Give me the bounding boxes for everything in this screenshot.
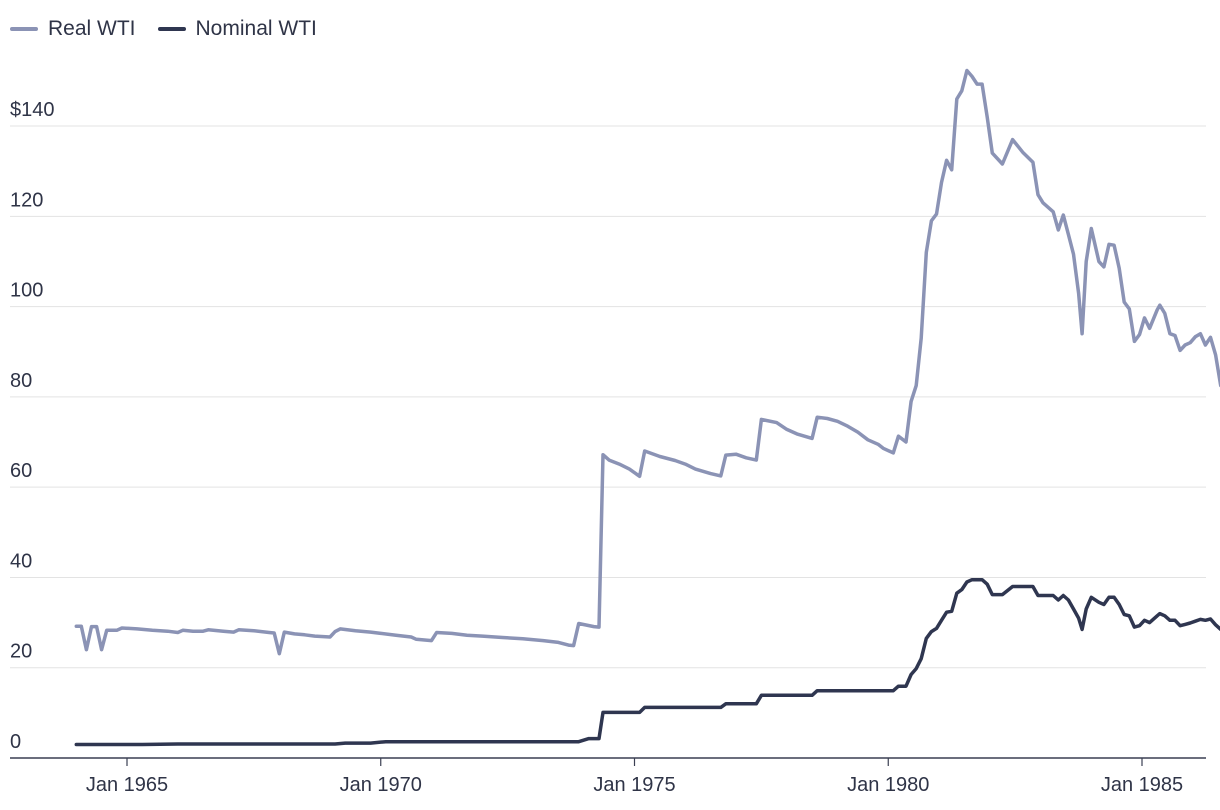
legend: Real WTI Nominal WTI xyxy=(10,17,317,41)
y-tick-label-0: 0 xyxy=(10,731,21,753)
legend-item-real-wti[interactable]: Real WTI xyxy=(10,17,136,41)
x-tick-label-1980: Jan 1980 xyxy=(847,774,929,796)
gridlines xyxy=(10,125,1206,759)
series-line-real-wti xyxy=(74,68,1220,656)
y-tick-label-140: $140 xyxy=(10,99,55,121)
series-line-nominal-wti xyxy=(74,577,1220,747)
y-axis-labels: 0 20 40 60 80 100 120 $140 xyxy=(10,99,55,753)
x-axis-labels: Jan 1965 Jan 1970 Jan 1975 Jan 1980 Jan 1985 xyxy=(86,758,1183,796)
y-tick-label-40: 40 xyxy=(10,550,32,572)
series-lines xyxy=(74,68,1220,747)
legend-label-nominal-wti: Nominal WTI xyxy=(195,17,317,40)
y-tick-label-80: 80 xyxy=(10,370,32,392)
legend-swatch-nominal-wti xyxy=(157,27,186,31)
y-tick-label-120: 120 xyxy=(10,189,43,211)
x-tick-label-1965: Jan 1965 xyxy=(86,774,168,796)
x-tick-label-1985: Jan 1985 xyxy=(1101,774,1183,796)
legend-item-nominal-wti[interactable]: Nominal WTI xyxy=(157,17,317,41)
y-tick-label-100: 100 xyxy=(10,280,43,302)
x-tick-label-1975: Jan 1975 xyxy=(593,774,675,796)
legend-swatch-real-wti xyxy=(10,27,38,31)
x-tick-label-1970: Jan 1970 xyxy=(340,774,422,796)
legend-label-real-wti: Real WTI xyxy=(48,17,136,40)
y-tick-label-60: 60 xyxy=(10,460,32,482)
y-tick-label-20: 20 xyxy=(10,641,32,663)
